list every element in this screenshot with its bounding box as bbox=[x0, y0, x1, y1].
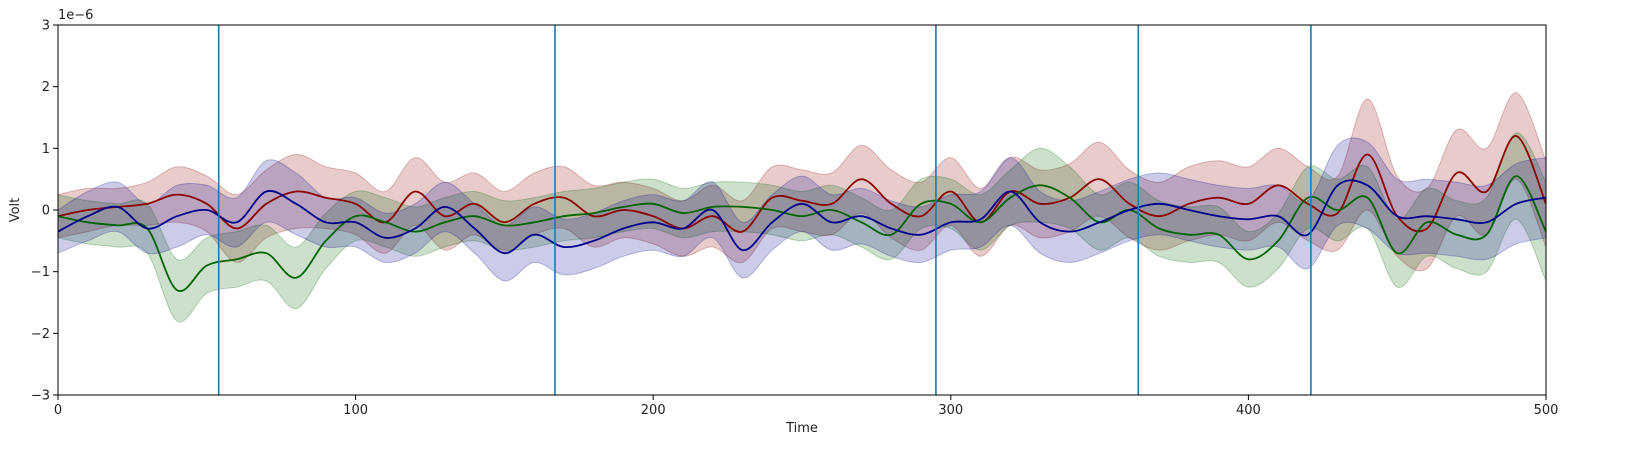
y-tick-label: 2 bbox=[42, 80, 50, 95]
y-axis-offset-text: 1e−6 bbox=[58, 8, 93, 23]
y-axis: −3 −2 −1 0 1 2 3 bbox=[31, 19, 58, 404]
y-tick-label: 0 bbox=[42, 204, 50, 219]
x-tick-label: 300 bbox=[938, 403, 963, 418]
series-lines bbox=[57, 135, 1547, 292]
confidence-bands bbox=[57, 92, 1547, 323]
x-tick-label: 100 bbox=[343, 403, 368, 418]
x-tick-label: 0 bbox=[54, 403, 62, 418]
series-2-line bbox=[57, 175, 1547, 292]
x-tick-label: 500 bbox=[1534, 403, 1559, 418]
y-tick-label: −1 bbox=[31, 265, 50, 280]
y-tick-label: 3 bbox=[42, 19, 50, 34]
x-tick-label: 200 bbox=[641, 403, 666, 418]
x-tick-label: 400 bbox=[1236, 403, 1261, 418]
event-markers bbox=[217, 25, 1312, 395]
series-3-line bbox=[57, 179, 1547, 255]
series-1-line bbox=[57, 135, 1547, 233]
y-tick-label: −3 bbox=[31, 389, 50, 404]
y-axis-label: Volt bbox=[8, 198, 23, 223]
y-tick-label: −2 bbox=[31, 327, 50, 342]
x-axis: 0 100 200 300 400 500 bbox=[54, 395, 1559, 418]
x-axis-label: Time bbox=[785, 421, 818, 436]
y-tick-label: 1 bbox=[42, 142, 50, 157]
